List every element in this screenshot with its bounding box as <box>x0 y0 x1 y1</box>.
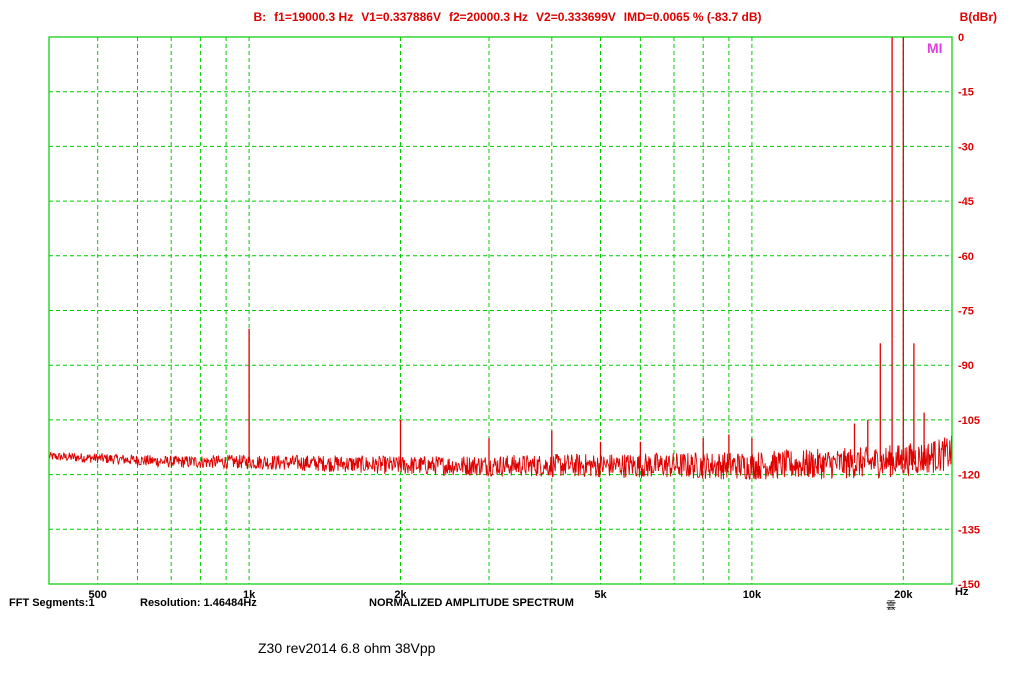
y-tick-label-9: -135 <box>958 524 980 536</box>
imd-readout: IMD=0.0065 % (-83.7 dB) <box>623 10 762 24</box>
y-tick-label-6: -90 <box>958 360 974 372</box>
x-unit-label: Hz <box>955 586 969 598</box>
f1-readout: f1=19000.3 Hz <box>274 10 354 24</box>
y-unit-label: B(dBr) <box>959 10 997 24</box>
x-tick-label-0: 500 <box>89 589 107 601</box>
f2-readout: f2=20000.3 Hz <box>448 10 529 24</box>
y-tick-label-4: -60 <box>958 251 974 263</box>
y-tick-label-8: -120 <box>958 470 980 482</box>
plot-frame <box>48 36 953 585</box>
noise-floor-trace <box>48 435 953 480</box>
x-tick-label-3: 5k <box>594 589 607 601</box>
x-tick-label-1: 1k <box>243 589 256 601</box>
x-axis-ticks: 500 1k 2k 5k 10k 20k <box>89 589 914 601</box>
x-tick-label-2: 2k <box>394 589 407 601</box>
measurement-readout: B: f1=19000.3 Hz V1=0.337886V f2=20000.3 Hz… <box>0 10 1015 24</box>
y-tick-label-0: 0 <box>958 32 964 44</box>
y-axis-ticks: 0 -15 -30 -45 -60 -75 -90 -105 -120 -135 -150 <box>958 32 980 591</box>
v2-readout: V2=0.333699V <box>536 10 616 24</box>
y-tick-label-3: -45 <box>958 196 974 208</box>
y-tick-label-7: -105 <box>958 415 980 427</box>
glyph-mark: 雲 <box>886 601 896 612</box>
spectrum-title: NORMALIZED AMPLITUDE SPECTRUM <box>369 597 574 609</box>
y-tick-label-10: -150 <box>958 579 980 591</box>
fft-segments-label: FFT Segments:1 <box>9 597 95 609</box>
x-tick-label-5: 20k <box>894 589 913 601</box>
v1-readout: V1=0.337886V <box>361 10 441 24</box>
resolution-label: Resolution: 1.46484Hz <box>140 597 257 609</box>
channel-label: B: <box>253 10 267 24</box>
y-tick-label-2: -30 <box>958 141 974 153</box>
chart-caption: Z30 rev2014 6.8 ohm 38Vpp <box>258 640 436 656</box>
x-tick-label-4: 10k <box>743 589 762 601</box>
spectrum-trace <box>48 37 953 480</box>
y-tick-label-1: -15 <box>958 87 974 99</box>
grid-lines <box>49 36 952 585</box>
logo-fragment: MI <box>927 40 943 56</box>
y-tick-label-5: -75 <box>958 306 974 318</box>
